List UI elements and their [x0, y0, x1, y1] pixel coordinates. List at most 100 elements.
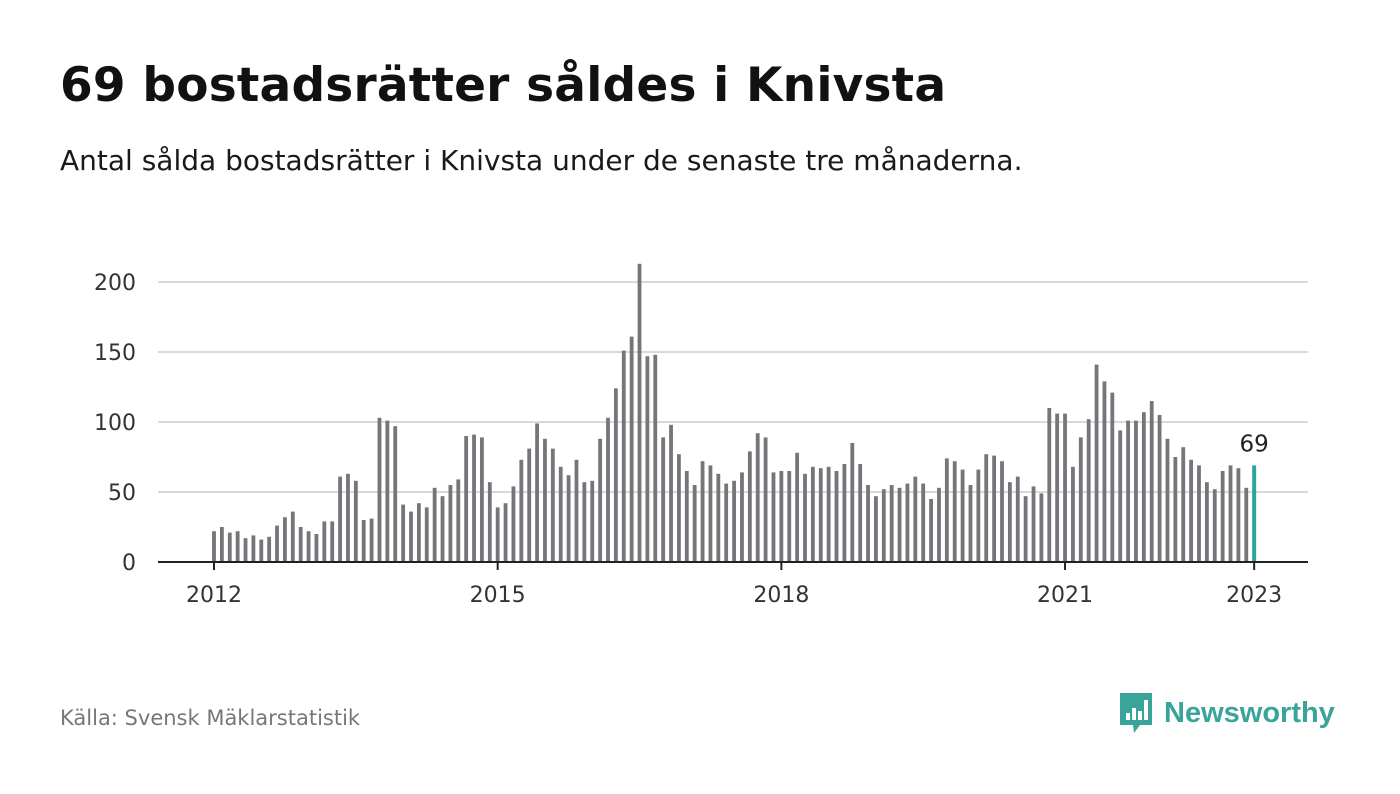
x-tick-label: 2021 — [1037, 583, 1093, 608]
bar — [1212, 489, 1217, 562]
bar — [874, 496, 878, 562]
bar — [881, 489, 886, 562]
bar — [850, 443, 855, 562]
bar — [1157, 415, 1162, 562]
bar — [267, 536, 272, 562]
bar — [472, 434, 476, 562]
y-tick-label: 150 — [94, 341, 136, 366]
bar — [905, 483, 910, 562]
bar — [283, 517, 287, 562]
bar — [763, 437, 768, 562]
bar — [1031, 486, 1036, 562]
bar — [219, 527, 224, 562]
bar — [1244, 487, 1249, 562]
bar — [543, 438, 547, 562]
bar — [1110, 392, 1115, 562]
highlight-data-label: 69 — [1240, 431, 1269, 457]
x-tick-label: 2023 — [1226, 583, 1282, 608]
bar — [826, 466, 831, 562]
bar — [747, 451, 752, 562]
bar — [708, 465, 713, 562]
bars — [212, 263, 1257, 562]
brand-name: Newsworthy — [1164, 696, 1335, 729]
bar — [968, 485, 973, 562]
y-tick-label: 50 — [108, 481, 136, 506]
bar — [1173, 457, 1178, 562]
bar — [684, 471, 689, 562]
y-tick-labels: 0 50 100 150 200 — [94, 271, 136, 576]
bar — [897, 487, 902, 562]
bar — [590, 480, 595, 562]
bar — [787, 471, 792, 562]
bar — [984, 454, 989, 562]
bar — [921, 483, 926, 562]
bar — [550, 448, 555, 562]
bar — [519, 459, 524, 562]
bar — [527, 448, 532, 562]
bar — [842, 464, 847, 562]
x-tick-label: 2015 — [470, 583, 526, 608]
bar — [779, 471, 784, 562]
bar — [732, 480, 736, 562]
bar — [724, 483, 729, 562]
bar — [858, 464, 863, 562]
bar — [511, 486, 516, 562]
bar — [440, 496, 445, 562]
bar — [992, 455, 997, 562]
bar — [503, 503, 508, 562]
bar — [629, 336, 634, 562]
bar — [487, 482, 492, 562]
bar — [834, 471, 839, 562]
bar — [677, 454, 681, 562]
bar — [606, 417, 610, 562]
bar — [243, 538, 248, 562]
bar — [1078, 437, 1083, 562]
y-tick-label: 100 — [94, 411, 136, 436]
bar — [1007, 482, 1012, 562]
bar — [409, 511, 413, 562]
bar — [810, 466, 815, 562]
y-tick-label: 0 — [122, 551, 136, 576]
bar — [755, 433, 760, 562]
bar — [866, 485, 870, 562]
bar — [613, 388, 618, 562]
bar — [669, 424, 673, 562]
bar — [621, 350, 626, 562]
bar — [692, 485, 697, 562]
bar — [393, 426, 398, 562]
bar — [566, 475, 571, 562]
bar — [416, 503, 421, 562]
bar — [944, 458, 949, 562]
chart-title: 69 bostadsrätter såldes i Knivsta — [60, 58, 947, 113]
bar — [1220, 471, 1225, 562]
bar — [535, 423, 539, 562]
bar — [929, 499, 933, 562]
bar — [353, 480, 358, 562]
bar — [1071, 466, 1075, 562]
bar — [298, 527, 303, 562]
bar — [1149, 401, 1154, 562]
source-note: Källa: Svensk Mäklarstatistik — [60, 706, 361, 730]
bar — [740, 472, 744, 562]
bar — [818, 468, 823, 562]
bar — [346, 473, 350, 562]
x-tick-label: 2012 — [186, 583, 242, 608]
y-tick-label: 200 — [94, 271, 136, 296]
bar — [1015, 476, 1020, 562]
bar — [889, 485, 894, 562]
bar — [1094, 364, 1099, 562]
bar — [960, 469, 965, 562]
bar — [385, 420, 390, 562]
bar — [976, 469, 981, 562]
bar — [227, 532, 232, 562]
bar — [259, 539, 264, 562]
bar — [558, 466, 563, 562]
bar — [1141, 412, 1146, 562]
bar — [937, 487, 941, 562]
bar — [361, 520, 366, 562]
bar — [952, 461, 957, 562]
brand[interactable]: Newsworthy — [1118, 690, 1335, 736]
bar — [1181, 447, 1186, 562]
bar — [582, 482, 587, 562]
bar — [401, 504, 406, 562]
